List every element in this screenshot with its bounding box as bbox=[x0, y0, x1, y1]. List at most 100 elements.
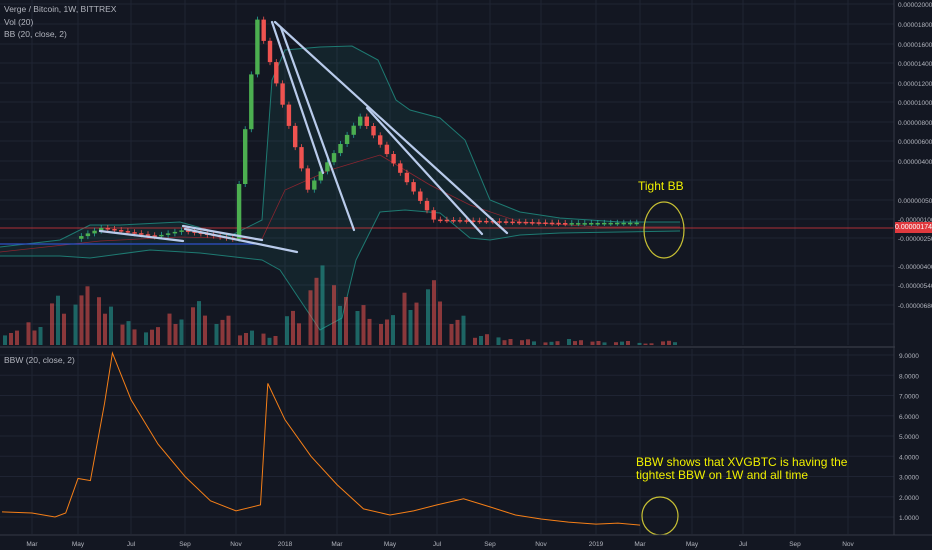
candle-body-1-0 bbox=[79, 236, 84, 239]
volume-bar-24-2 bbox=[579, 340, 583, 345]
time-tick-label-13: May bbox=[686, 541, 699, 548]
candle-body-9-10 bbox=[503, 221, 509, 223]
volume-bar-7-2 bbox=[179, 319, 184, 345]
volume-bar-20-2 bbox=[485, 334, 489, 345]
price-tick-label-12: -0.00000250 bbox=[898, 236, 932, 243]
candle-body-9-12 bbox=[517, 221, 522, 224]
volume-bar-22-0 bbox=[520, 340, 524, 345]
price-tick-label-5: 0.00001000 bbox=[898, 100, 932, 107]
candle-body-2-1 bbox=[112, 229, 117, 231]
volume-bar-2-0 bbox=[50, 303, 54, 345]
volume-bar-21-2 bbox=[508, 339, 513, 345]
bb-legend[interactable]: BB (20, close, 2) bbox=[4, 29, 67, 39]
candle-body-9-1 bbox=[444, 219, 450, 222]
trendline-0 bbox=[98, 229, 185, 243]
volume-bar-16-1 bbox=[385, 319, 389, 345]
candle-body-10-4 bbox=[595, 223, 600, 225]
bbw-tick-label-2: 7.0000 bbox=[899, 394, 919, 401]
tight-bb-annotation: Tight BB bbox=[638, 179, 684, 193]
bbw-tick-label-1: 8.0000 bbox=[899, 373, 919, 380]
candle-body-6-6 bbox=[299, 147, 304, 169]
candle-body-1-2 bbox=[92, 230, 97, 234]
volume-bar-5-2 bbox=[132, 329, 137, 345]
time-tick-label-15: Sep bbox=[789, 541, 801, 548]
volume-bar-18-0 bbox=[426, 289, 430, 345]
volume-bar-26-2 bbox=[626, 341, 630, 345]
candle-body-2-2 bbox=[119, 230, 124, 232]
time-tick-label-4: Nov bbox=[230, 541, 242, 548]
volume-bar-25-0 bbox=[590, 341, 595, 345]
price-tick-label-11: -0.00000100 bbox=[898, 217, 932, 224]
time-tick-label-0: Mar bbox=[26, 541, 38, 548]
price-tick-label-2: 0.00001600 bbox=[898, 42, 932, 49]
volume-bar-28-1 bbox=[667, 340, 671, 345]
volume-bar-7-1 bbox=[173, 324, 178, 345]
bbw-note-line1: BBW shows that XVGBTC is having the bbox=[636, 455, 848, 469]
bbw-tick-label-3: 6.0000 bbox=[899, 414, 919, 421]
time-axis-bg bbox=[0, 535, 932, 550]
bbw-tick-label-4: 5.0000 bbox=[899, 434, 919, 441]
time-tick-label-3: Sep bbox=[179, 541, 191, 548]
trendline-6 bbox=[365, 106, 484, 236]
volume-bar-8-1 bbox=[197, 301, 201, 345]
volume-bar-21-1 bbox=[502, 340, 507, 345]
tight-bb-circle bbox=[643, 201, 685, 259]
bbw-tick-label-7: 2.0000 bbox=[899, 495, 919, 502]
volume-bar-21-0 bbox=[496, 337, 501, 345]
candle-body-9-18 bbox=[556, 222, 561, 225]
volume-bar-20-0 bbox=[473, 337, 477, 345]
candle-body-4-0 bbox=[186, 230, 191, 232]
volume-bar-3-2 bbox=[85, 286, 90, 345]
candle-body-9-15 bbox=[536, 222, 542, 224]
price-tick-label-10: 0.00000050 bbox=[898, 198, 932, 205]
volume-bar-14-0 bbox=[332, 285, 336, 345]
candle-body-5-3 bbox=[255, 19, 260, 75]
time-tick-label-10: Nov bbox=[535, 541, 547, 548]
candle-body-9-19 bbox=[563, 223, 568, 225]
candle-body-1-3 bbox=[99, 228, 104, 231]
volume-bar-6-2 bbox=[156, 327, 160, 345]
candle-body-6-3 bbox=[280, 83, 285, 105]
symbol-legend[interactable]: Verge / Bitcoin, 1W, BITTREX bbox=[4, 4, 117, 14]
candle-body-3-2 bbox=[172, 231, 178, 234]
price-tick-label-14: -0.00000540 bbox=[898, 283, 932, 290]
candle-body-10-1 bbox=[576, 223, 581, 225]
volume-bar-6-1 bbox=[150, 329, 154, 345]
candle-body-5-0 bbox=[236, 184, 242, 239]
time-tick-label-12: Mar bbox=[634, 541, 646, 548]
volume-bar-18-1 bbox=[432, 280, 436, 345]
price-tick-label-8: 0.00000400 bbox=[898, 159, 932, 166]
volume-bar-1-2 bbox=[38, 327, 43, 345]
bbw-tick-label-6: 3.0000 bbox=[899, 475, 919, 482]
bbw-tick-label-5: 4.0000 bbox=[899, 454, 919, 461]
bbw-tick-label-8: 1.0000 bbox=[899, 515, 919, 522]
volume-bar-15-2 bbox=[367, 318, 372, 345]
bbw-legend[interactable]: BBW (20, close, 2) bbox=[4, 355, 75, 365]
volume-bar-22-2 bbox=[532, 341, 536, 345]
vol-legend[interactable]: Vol (20) bbox=[4, 17, 34, 27]
trendlines bbox=[98, 20, 509, 254]
candle-body-2-7 bbox=[152, 235, 157, 237]
volume-bar-1-0 bbox=[26, 322, 31, 345]
candle-body-3-3 bbox=[179, 230, 184, 232]
candle-body-5-1 bbox=[243, 129, 248, 184]
trendline-2 bbox=[183, 227, 299, 254]
volume-bar-15-1 bbox=[361, 305, 366, 345]
volume-bar-23-0 bbox=[543, 342, 548, 345]
volume-bar-24-0 bbox=[567, 339, 571, 345]
price-tick-label-4: 0.00001200 bbox=[898, 81, 932, 88]
volume-bar-25-2 bbox=[602, 342, 607, 345]
candle-body-9-17 bbox=[549, 222, 555, 225]
volume-bar-13-0 bbox=[308, 290, 313, 345]
candle-body-9-8 bbox=[490, 221, 496, 223]
candle-body-10-9 bbox=[628, 222, 633, 225]
volume-bar-10-0 bbox=[238, 335, 242, 345]
time-tick-label-16: Nov bbox=[842, 541, 854, 548]
volume-bar-17-0 bbox=[402, 292, 407, 345]
volume-bar-15-0 bbox=[355, 311, 360, 345]
price-tick-label-3: 0.00001400 bbox=[898, 61, 932, 68]
volume-bar-2-2 bbox=[62, 313, 66, 345]
volume-bar-11-0 bbox=[261, 333, 266, 345]
volume-bar-14-2 bbox=[344, 297, 348, 345]
